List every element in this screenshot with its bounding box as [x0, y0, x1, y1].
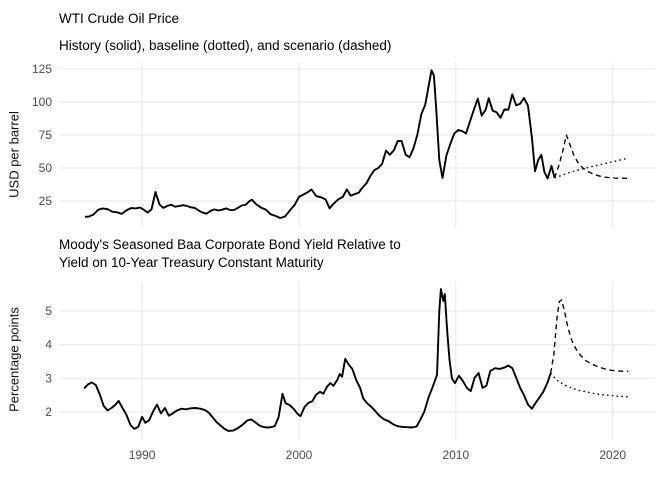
- x-tick-label: 2020: [599, 448, 626, 462]
- chart-panel-0: 125 100 75 50 25: [32, 62, 655, 227]
- y-tick-label: 25: [39, 194, 53, 208]
- y-tick-label: 3: [45, 371, 52, 385]
- y-tick-label: 2: [45, 405, 52, 419]
- x-tick-label: 2010: [442, 448, 469, 462]
- oil-chart-title: WTI Crude Oil Price: [59, 11, 180, 26]
- y-tick-label: 100: [32, 95, 52, 109]
- series-scenario-oil: [553, 134, 629, 179]
- y-tick-label: 5: [45, 304, 52, 318]
- x-tick-label: 2000: [286, 448, 313, 462]
- series-history-oil: [84, 69, 556, 219]
- y-tick-label: 4: [45, 338, 52, 352]
- y-tick-label: 75: [39, 128, 53, 142]
- series-history-spread: [83, 288, 552, 432]
- spread-chart-title-line1: Moody's Seasoned Baa Corporate Bond Yiel…: [59, 237, 401, 252]
- series-baseline-oil: [554, 157, 629, 179]
- x-tick-label: 1990: [129, 448, 156, 462]
- spread-chart-title-line2: Yield on 10-Year Treasury Constant Matur…: [59, 255, 324, 270]
- y-tick-label: 125: [32, 62, 52, 76]
- chart-panel-1: 5 4 3 2 1990 2000 2010 2020: [45, 282, 655, 462]
- oil-chart-subtitle: History (solid), baseline (dotted), and …: [59, 38, 392, 53]
- series-baseline-spread: [550, 372, 629, 398]
- y-tick-label: 50: [39, 161, 53, 175]
- series-scenario-spread: [550, 299, 629, 374]
